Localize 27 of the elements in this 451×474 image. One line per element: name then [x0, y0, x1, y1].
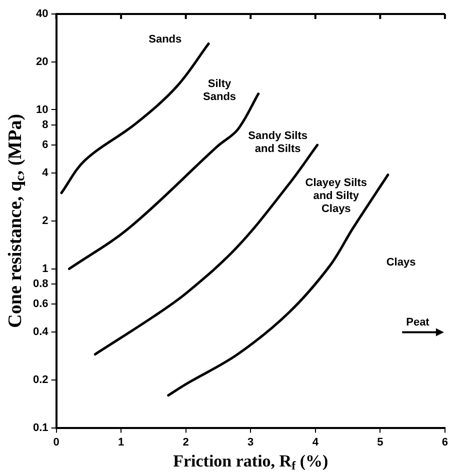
- x-tick-label: 0: [53, 436, 60, 448]
- y-tick-label: 8: [42, 119, 48, 132]
- y-tick-label: 0.2: [32, 374, 48, 386]
- y-tick-label: 4: [42, 167, 50, 180]
- annotation: Sands: [148, 34, 182, 46]
- y-tick-label: 10: [36, 104, 48, 116]
- x-tick-label: 5: [377, 436, 384, 448]
- x-tick-label: 4: [312, 436, 320, 448]
- y-tick-label: 20: [36, 56, 48, 68]
- y-tick-label: 0.1: [32, 422, 48, 434]
- annotation: Silty Sands: [203, 78, 236, 104]
- y-tick-label: 2: [42, 214, 48, 227]
- annotation: Peat: [406, 316, 430, 328]
- y-tick-label: 0.8: [32, 278, 48, 290]
- x-tick-label: 6: [442, 436, 448, 448]
- y-tick-label: 1: [42, 262, 48, 275]
- annotation: Clays: [386, 256, 416, 268]
- annotation: Sandy Silts and Silts: [248, 130, 308, 155]
- y-tick-label: 6: [42, 139, 48, 152]
- y-tick-label: 0.6: [32, 298, 48, 310]
- x-tick-label: 1: [118, 436, 124, 448]
- y-tick-label: 0.4: [32, 326, 50, 338]
- y-tick-label: 40: [36, 8, 48, 20]
- y-axis-title: Cone resistance, qc, (MPa): [4, 114, 28, 328]
- x-tick-label: 3: [248, 436, 254, 448]
- x-tick-label: 2: [182, 436, 189, 448]
- annotation: Clayey Silts and Silty Clays: [305, 177, 367, 216]
